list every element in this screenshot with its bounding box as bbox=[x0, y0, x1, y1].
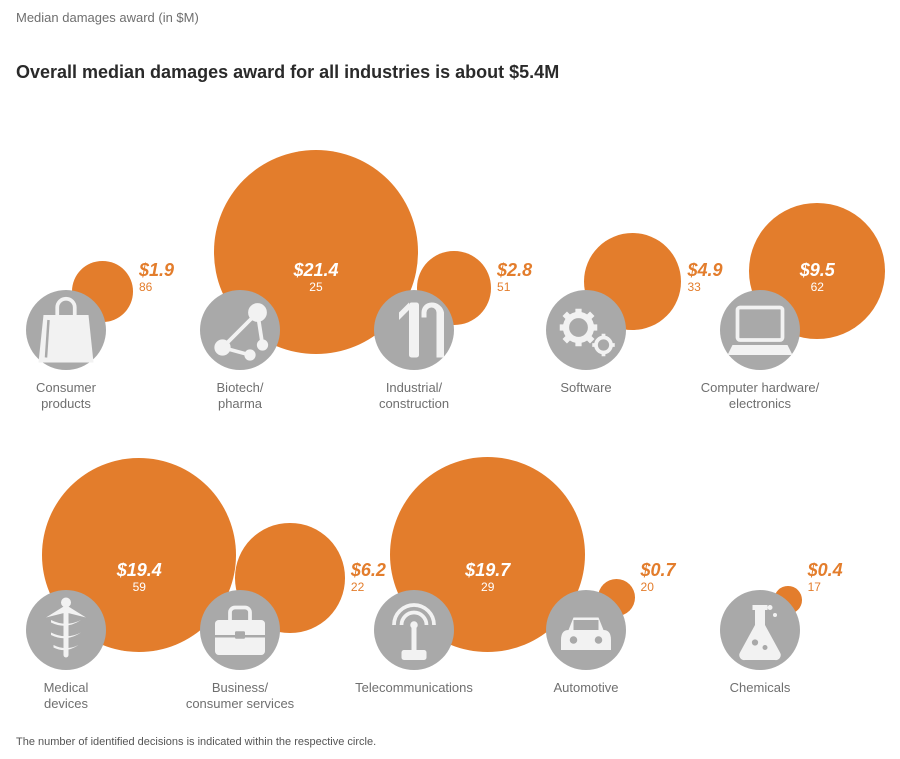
icon-bubble-industrial bbox=[374, 290, 454, 370]
chart-subtitle: Median damages award (in $M) bbox=[16, 10, 199, 25]
count-biotech-pharma: 25 bbox=[309, 280, 322, 294]
caduceus-icon bbox=[26, 590, 106, 670]
flask-icon bbox=[720, 590, 800, 670]
amount-hardware: $9.5 bbox=[800, 260, 835, 281]
label-consumer-products: Consumer products bbox=[36, 380, 96, 413]
count-software: 33 bbox=[687, 280, 700, 294]
count-consumer-products: 86 bbox=[139, 280, 152, 294]
label-hardware: Computer hardware/ electronics bbox=[701, 380, 820, 413]
amount-medical-devices: $19.4 bbox=[117, 560, 162, 581]
icon-bubble-automotive bbox=[546, 590, 626, 670]
icon-bubble-medical-devices bbox=[26, 590, 106, 670]
gears-icon bbox=[546, 290, 626, 370]
label-chemicals: Chemicals bbox=[730, 680, 791, 696]
label-automotive: Automotive bbox=[553, 680, 618, 696]
chart-headline: Overall median damages award for all ind… bbox=[16, 62, 559, 83]
icon-bubble-software bbox=[546, 290, 626, 370]
car-icon bbox=[546, 590, 626, 670]
briefcase-icon bbox=[200, 590, 280, 670]
chart-footnote: The number of identified decisions is in… bbox=[16, 736, 376, 748]
amount-software: $4.9 bbox=[687, 260, 722, 281]
count-industrial: 51 bbox=[497, 280, 510, 294]
amount-telecom: $19.7 bbox=[465, 560, 510, 581]
label-biotech-pharma: Biotech/ pharma bbox=[217, 380, 264, 413]
icon-bubble-chemicals bbox=[720, 590, 800, 670]
count-hardware: 62 bbox=[811, 280, 824, 294]
bag-icon bbox=[26, 290, 106, 370]
label-medical-devices: Medical devices bbox=[44, 680, 89, 713]
label-industrial: Industrial/ construction bbox=[379, 380, 449, 413]
amount-consumer-products: $1.9 bbox=[139, 260, 174, 281]
amount-biotech-pharma: $21.4 bbox=[293, 260, 338, 281]
count-medical-devices: 59 bbox=[133, 580, 146, 594]
amount-business-services: $6.2 bbox=[351, 560, 386, 581]
tools-icon bbox=[374, 290, 454, 370]
amount-automotive: $0.7 bbox=[641, 560, 676, 581]
molecule-icon bbox=[200, 290, 280, 370]
label-software: Software bbox=[560, 380, 611, 396]
icon-bubble-consumer-products bbox=[26, 290, 106, 370]
count-automotive: 20 bbox=[641, 580, 654, 594]
icon-bubble-business-services bbox=[200, 590, 280, 670]
label-business-services: Business/ consumer services bbox=[186, 680, 294, 713]
icon-bubble-telecom bbox=[374, 590, 454, 670]
icon-bubble-hardware bbox=[720, 290, 800, 370]
count-chemicals: 17 bbox=[808, 580, 821, 594]
antenna-icon bbox=[374, 590, 454, 670]
amount-chemicals: $0.4 bbox=[808, 560, 843, 581]
icon-bubble-biotech-pharma bbox=[200, 290, 280, 370]
laptop-icon bbox=[720, 290, 800, 370]
amount-industrial: $2.8 bbox=[497, 260, 532, 281]
count-telecom: 29 bbox=[481, 580, 494, 594]
label-telecom: Telecommunications bbox=[355, 680, 473, 696]
count-business-services: 22 bbox=[351, 580, 364, 594]
